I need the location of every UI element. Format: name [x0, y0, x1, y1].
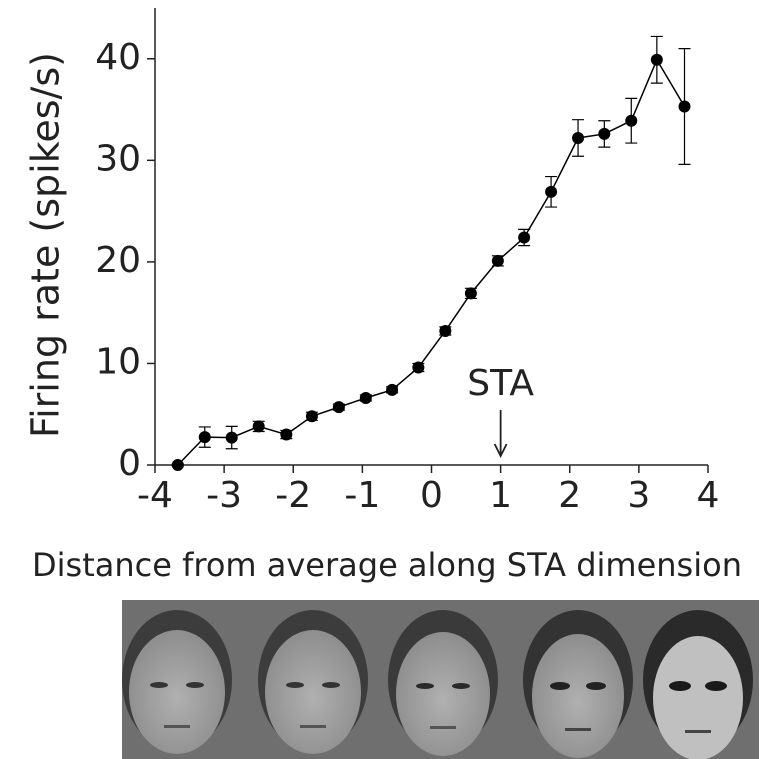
x-tick-label: 4: [697, 475, 720, 516]
data-point: [625, 114, 638, 127]
x-tick-label: -4: [137, 475, 173, 516]
data-point: [464, 287, 477, 300]
y-tick-label: 10: [95, 341, 141, 382]
data-point: [678, 100, 691, 113]
x-tick-label: 1: [489, 475, 512, 516]
data-point: [305, 410, 318, 423]
x-axis-label: Distance from average along STA dimensio…: [32, 546, 742, 584]
data-point: [252, 420, 265, 433]
data-point: [545, 185, 558, 198]
x-tick-label: 2: [558, 475, 581, 516]
y-tick-label: 0: [118, 443, 141, 484]
data-point: [332, 401, 345, 414]
x-tick-label: -2: [275, 475, 311, 516]
y-tick-label: 20: [95, 240, 141, 281]
data-point: [518, 231, 531, 244]
data-point: [386, 383, 399, 396]
x-tick-label: -3: [206, 475, 242, 516]
data-point: [439, 324, 452, 337]
annotation-arrow: [493, 410, 508, 459]
data-point: [598, 127, 611, 140]
data-point: [359, 391, 372, 404]
data-point: [171, 459, 184, 471]
data-point: [572, 131, 585, 144]
x-tick-label: -1: [344, 475, 380, 516]
data-point: [225, 431, 238, 444]
data-point: [650, 53, 663, 66]
y-tick-label: 30: [95, 138, 141, 179]
faces: [122, 610, 753, 759]
x-tick-label: 3: [627, 475, 650, 516]
data-point: [198, 431, 211, 444]
y-axis-label: Firing rate (spikes/s): [24, 52, 68, 438]
data-point: [412, 361, 425, 374]
annotation: STA: [467, 363, 534, 404]
x-tick-label: 0: [420, 475, 443, 516]
data-point: [280, 428, 293, 441]
y-tick-label: 40: [95, 37, 141, 78]
face-strip: [122, 600, 759, 759]
data-point: [491, 254, 504, 267]
